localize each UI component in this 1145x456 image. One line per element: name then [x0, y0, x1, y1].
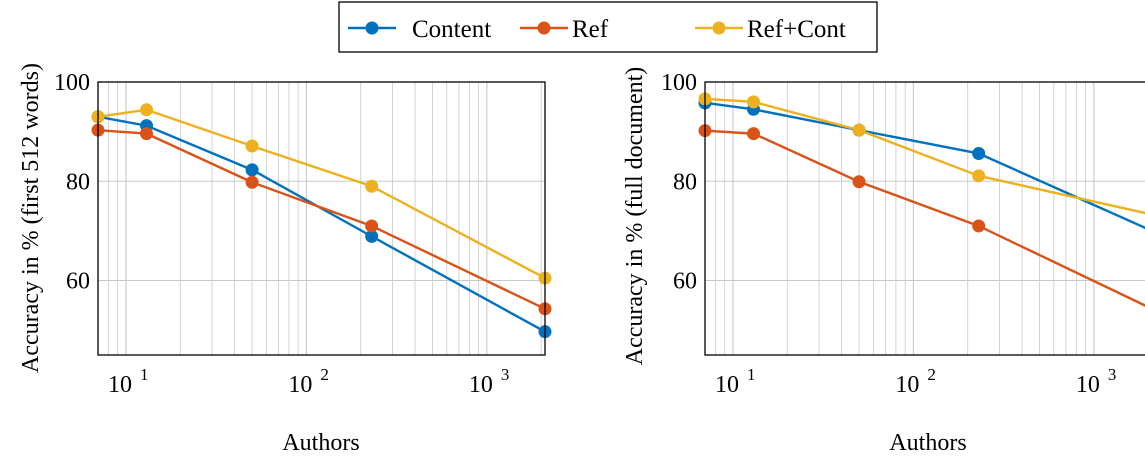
- plot-1-ytick-label: 60: [66, 269, 90, 295]
- legend-label-ref: Ref: [572, 16, 609, 43]
- plot-2-point-ref-cont: [852, 123, 866, 137]
- plot-2-xtick-label: 10: [895, 372, 919, 398]
- plot-2-line-ref-cont: [704, 97, 1145, 215]
- plot-1-lines: [97, 108, 546, 333]
- plot-2-point-ref-cont: [747, 95, 761, 109]
- plot-1-ticks: 60 80 100 10 1 10 2 10 3: [54, 70, 509, 398]
- legend-box: [338, 1, 878, 53]
- plot-1-point-ref-cont: [245, 139, 259, 153]
- plot-2-ytick-label: 100: [661, 70, 697, 96]
- legend-marker-ref-cont: [712, 21, 726, 35]
- plot-2-grid: [705, 82, 1145, 355]
- plot-1-line-content: [97, 115, 546, 333]
- plot-2-point-content: [972, 146, 986, 160]
- plot-2-line-content: [704, 101, 1145, 230]
- plot-1-ytick-label: 80: [66, 169, 90, 195]
- plot-1-grid: [98, 82, 545, 355]
- plot-1-line-ref-cont: [97, 108, 546, 280]
- plot-1-xtick-exponent: 1: [140, 365, 149, 384]
- plot-1-ylabel: Accuracy in % (first 512 words): [18, 63, 44, 373]
- plot-2-ytick-label: 80: [673, 169, 697, 195]
- plot-1-xlabel: Authors: [282, 430, 359, 456]
- plot-1-xtick-label: 10: [288, 372, 312, 398]
- legend-entry-content: Content: [348, 16, 491, 43]
- plot-1-ytick-label: 100: [54, 70, 90, 96]
- plot-2-frame: [704, 81, 1145, 356]
- plot-2-point-ref-cont: [972, 169, 986, 183]
- legend-marker-content: [365, 21, 379, 35]
- plot-1-xtick-label: 10: [469, 372, 493, 398]
- plot-2-xtick-exponent: 2: [927, 365, 936, 384]
- plot-2-point-ref: [747, 127, 761, 141]
- plot-2-point-ref: [972, 219, 986, 233]
- plot-1-xtick-exponent: 2: [320, 365, 329, 384]
- plot-1-point-content: [245, 163, 259, 177]
- plot-1-point-content: [365, 229, 379, 243]
- plot-2-ticks: 60 80 100 10 1 10 2 10 3: [661, 70, 1116, 398]
- legend-label-content: Content: [412, 16, 491, 43]
- plot-2-ytick-label: 60: [673, 269, 697, 295]
- legend-entry-ref: Ref: [520, 16, 609, 43]
- plot-2-xtick-exponent: 3: [1108, 365, 1117, 384]
- legend-label-ref-cont: Ref+Cont: [747, 16, 846, 43]
- plot-1-xtick-exponent: 3: [501, 365, 510, 384]
- legend-entry-ref-cont: Ref+Cont: [695, 16, 846, 43]
- plot-2-markers: [698, 92, 986, 233]
- plot-2-ylabel: Accuracy in % (full document): [622, 67, 648, 366]
- plot-1-xtick-label: 10: [108, 372, 132, 398]
- plot-2-line-ref: [704, 129, 1145, 307]
- plot-1-markers: [91, 103, 552, 339]
- legend: Content Ref Ref+Cont: [338, 1, 878, 53]
- plot-full-document: 60 80 100 10 1 10 2 10 3 Accuracy in % (full doc…: [622, 67, 1145, 456]
- plot-2-xtick-exponent: 1: [747, 365, 756, 384]
- plot-2-xlabel: Authors: [889, 430, 966, 456]
- legend-marker-ref: [537, 21, 551, 35]
- plot-1-point-ref: [365, 219, 379, 233]
- plot-2-lines: [704, 97, 1145, 307]
- plot-first-512-words: 60 80 100 10 1 10 2 10 3 Accuracy in % (first 51…: [18, 63, 552, 456]
- plot-1-point-ref: [245, 175, 259, 189]
- plot-1-line-ref: [97, 128, 546, 310]
- plot-2-point-ref: [852, 175, 866, 189]
- plot-1-frame: [97, 81, 546, 356]
- plot-2-xtick-label: 10: [715, 372, 739, 398]
- plot-1-point-ref-cont: [140, 103, 154, 117]
- plot-2-xtick-label: 10: [1076, 372, 1100, 398]
- plot-1-point-ref-cont: [365, 179, 379, 193]
- plot-1-point-ref: [140, 127, 154, 141]
